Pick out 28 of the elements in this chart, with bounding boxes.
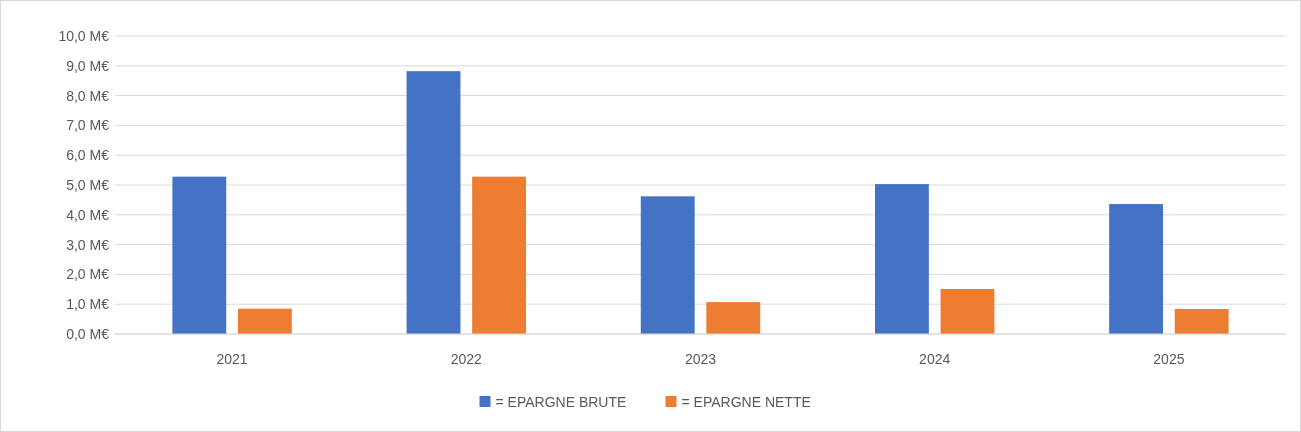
- y-tick-label: 7,0 M€: [66, 117, 110, 134]
- x-tick-label: 2023: [684, 351, 717, 367]
- y-tick-label: 10,0 M€: [58, 27, 110, 44]
- bar: [406, 71, 461, 334]
- y-tick-label: 0,0 M€: [66, 325, 110, 342]
- y-tick-label: 8,0 M€: [66, 87, 110, 104]
- x-tick-label: 2021: [216, 351, 248, 367]
- y-tick-label: 1,0 M€: [66, 296, 110, 313]
- legend-label: = EPARGNE BRUTE: [495, 394, 627, 410]
- bar: [874, 184, 929, 334]
- bar: [1174, 308, 1229, 334]
- legend-label: = EPARGNE NETTE: [681, 394, 811, 410]
- bar: [172, 176, 227, 334]
- y-tick-label: 5,0 M€: [66, 176, 110, 193]
- y-tick-label: 2,0 M€: [66, 266, 110, 283]
- y-tick-label: 3,0 M€: [66, 236, 110, 253]
- bar: [940, 289, 995, 334]
- x-tick-label: 2022: [450, 351, 483, 367]
- bar: [237, 308, 292, 334]
- bar: [1109, 204, 1164, 334]
- y-tick-label: 9,0 M€: [66, 57, 110, 74]
- y-tick-label: 6,0 M€: [66, 147, 110, 164]
- bar: [706, 302, 761, 334]
- bar: [640, 196, 695, 334]
- x-tick-label: 2024: [919, 351, 951, 367]
- y-tick-label: 4,0 M€: [66, 206, 110, 223]
- bar: [472, 176, 527, 334]
- x-tick-label: 2025: [1153, 351, 1185, 367]
